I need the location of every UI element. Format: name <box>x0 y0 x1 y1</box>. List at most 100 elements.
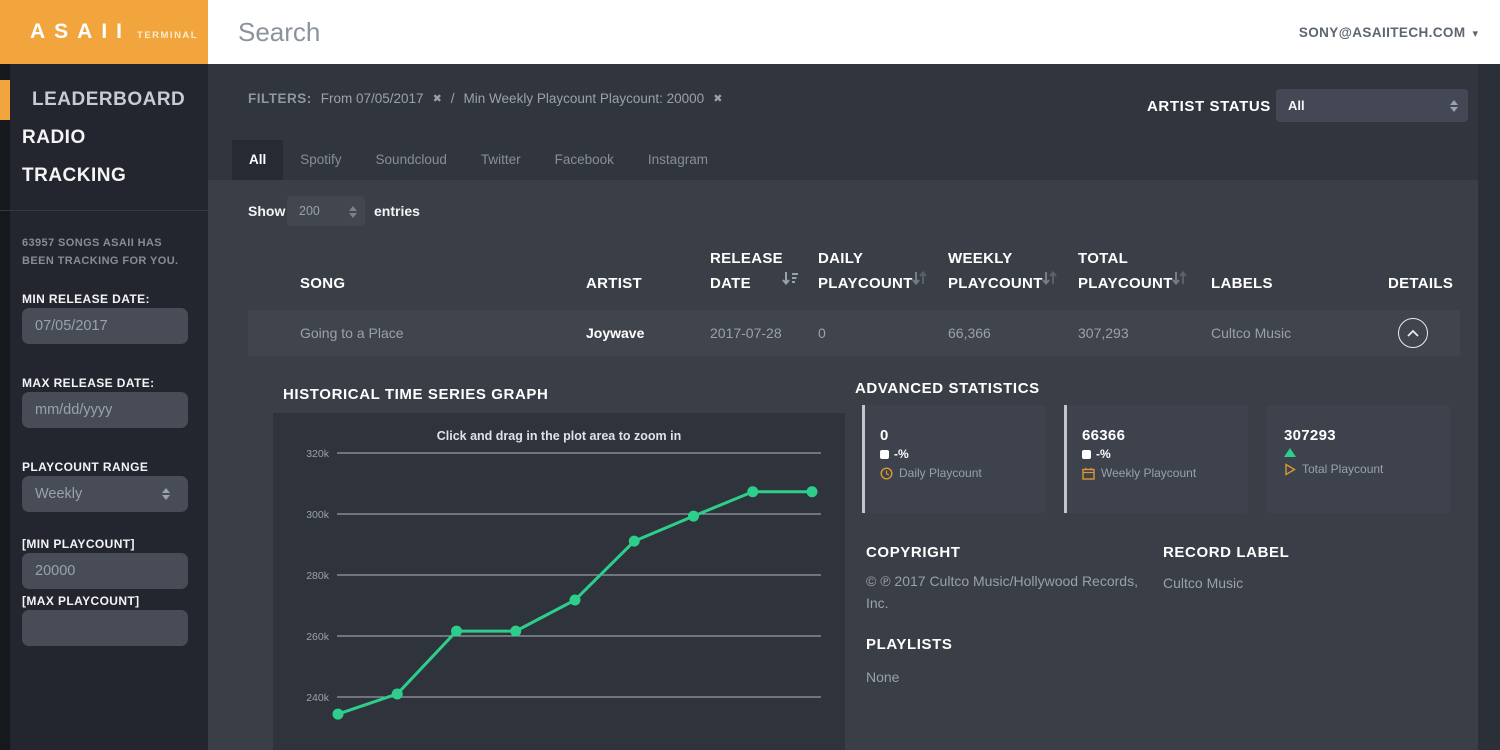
clock-icon <box>880 466 893 480</box>
entries-suffix-label: entries <box>374 203 420 219</box>
data-point[interactable] <box>628 535 640 547</box>
stat-value: 0 <box>880 427 889 444</box>
min-release-date-label: MIN RELEASE DATE: <box>22 292 150 306</box>
max-release-date-field[interactable] <box>22 392 188 428</box>
entries-per-page-value: 200 <box>299 204 320 218</box>
playcount-range-value: Weekly <box>35 486 83 502</box>
data-point[interactable] <box>688 510 699 522</box>
data-point[interactable] <box>569 594 581 606</box>
sort-desc-icon[interactable] <box>782 268 799 293</box>
main-content: FILTERS: From 07/05/2017 ✖ / Min Weekly … <box>208 64 1500 750</box>
top-band <box>208 64 1500 180</box>
timeseries-chart[interactable]: 320k 300k 280k 260k 240k <box>273 413 845 750</box>
sort-both-icon[interactable] <box>912 268 927 293</box>
chevron-up-icon <box>1407 329 1419 337</box>
card-accent-stripe <box>862 405 865 513</box>
column-header-release-date[interactable]: RELEASE DATE <box>710 246 818 298</box>
column-header-details: DETAILS <box>1388 275 1454 292</box>
sort-both-icon[interactable] <box>1172 268 1187 293</box>
filters-label: FILTERS: <box>248 91 312 106</box>
column-header-daily-playcount[interactable]: DAILY PLAYCOUNT <box>818 246 948 298</box>
sidebar-item-leaderboard[interactable]: LEADERBOARD <box>32 89 186 110</box>
artist-status-label: ARTIST STATUS <box>1147 98 1271 115</box>
tab-all[interactable]: All <box>232 140 284 180</box>
data-point[interactable] <box>806 486 818 498</box>
tab-twitter[interactable]: Twitter <box>480 152 521 167</box>
column-header-artist: ARTIST <box>586 275 642 292</box>
playcount-range-select[interactable]: Weekly <box>22 476 188 512</box>
stat-value: 66366 <box>1082 427 1126 444</box>
tab-spotify[interactable]: Spotify <box>300 152 342 167</box>
logo-text: ASAII <box>30 20 132 43</box>
account-menu[interactable]: SONY@ASAIITECH.COM ▾ <box>1299 0 1478 64</box>
cell-release-date: 2017-07-28 <box>710 325 782 341</box>
tab-instagram[interactable]: Instagram <box>647 152 708 167</box>
data-point[interactable] <box>391 688 403 700</box>
cell-labels: Cultco Music <box>1211 325 1292 341</box>
select-spinner-icon <box>349 206 357 218</box>
logo[interactable]: ASAII TERMINAL <box>0 0 208 64</box>
select-spinner-icon <box>1450 100 1458 112</box>
y-axis-tick-label: 240k <box>306 692 330 704</box>
copyright-heading: COPYRIGHT <box>866 544 961 561</box>
stat-change: -% <box>880 447 1030 461</box>
stat-label: Weekly Playcount <box>1082 466 1232 480</box>
stat-label: Total Playcount <box>1284 462 1434 476</box>
filter-chip-playcount: Min Weekly Playcount Playcount: 20000 <box>463 91 705 106</box>
play-icon <box>1285 462 1296 476</box>
data-point[interactable] <box>510 625 522 637</box>
max-playcount-field[interactable] <box>22 610 188 646</box>
artist-status-select[interactable]: All <box>1276 89 1468 122</box>
tab-soundcloud[interactable]: Soundcloud <box>375 152 447 167</box>
sort-both-icon[interactable] <box>1042 268 1057 293</box>
stat-card-weekly-playcount: 66366 -% Weekly Playcount <box>1064 405 1248 513</box>
platform-tabs: All Spotify Soundcloud Twitter Facebook … <box>232 140 725 180</box>
data-point[interactable] <box>451 625 462 637</box>
data-point[interactable] <box>332 708 344 720</box>
min-release-date-field[interactable] <box>22 308 188 344</box>
tab-facebook[interactable]: Facebook <box>554 152 614 167</box>
filter-chip-date: From 07/05/2017 <box>320 91 424 106</box>
account-email: SONY@ASAIITECH.COM <box>1298 24 1466 40</box>
stat-value: 307293 <box>1284 427 1336 444</box>
change-square-icon <box>880 449 889 459</box>
data-point[interactable] <box>747 486 759 498</box>
record-label-value: Cultco Music <box>1163 575 1244 591</box>
remove-filter-icon[interactable]: ✖ <box>713 93 723 105</box>
cell-weekly-playcount: 66,366 <box>948 325 991 341</box>
scrollbar-track[interactable] <box>1478 64 1500 750</box>
sidebar-divider <box>0 210 208 211</box>
chart-zoom-hint: Click and drag in the plot area to zoom … <box>436 429 682 443</box>
change-square-icon <box>1082 449 1091 459</box>
sidebar-item-radio[interactable]: RADIO <box>22 127 86 148</box>
column-header-total-playcount[interactable]: TOTAL PLAYCOUNT <box>1078 246 1211 298</box>
filter-separator: / <box>450 91 455 106</box>
y-axis-tick-label: 260k <box>306 631 330 643</box>
min-playcount-field[interactable] <box>22 553 188 589</box>
top-bar: ASAII TERMINAL SONY@ASAIITECH.COM ▾ <box>0 0 1500 64</box>
entries-per-page-select[interactable]: 200 <box>287 196 365 226</box>
search-input[interactable] <box>238 0 858 64</box>
min-playcount-label: [MIN PLAYCOUNT] <box>22 537 135 551</box>
cell-song: Going to a Place <box>300 325 404 341</box>
table-header: SONG ARTIST RELEASE DATE DAILY PLAYCOUNT <box>248 244 1460 298</box>
active-nav-indicator <box>0 80 10 120</box>
chart-title: HISTORICAL TIME SERIES GRAPH <box>283 386 549 403</box>
remove-filter-icon[interactable]: ✖ <box>432 93 442 105</box>
table-row[interactable]: Going to a Place Joywave 2017-07-28 0 66… <box>248 310 1460 356</box>
collapse-details-button[interactable] <box>1398 318 1428 348</box>
logo-subtext: TERMINAL <box>137 29 199 41</box>
y-axis-tick-label: 320k <box>306 448 330 460</box>
y-axis-tick-label: 280k <box>306 570 330 582</box>
copyright-text: © ℗ 2017 Cultco Music/Hollywood Records,… <box>866 573 1138 611</box>
playlists-heading: PLAYLISTS <box>866 636 953 653</box>
y-axis-tick-label: 300k <box>306 509 330 521</box>
playcount-range-label: PLAYCOUNT RANGE <box>22 460 149 474</box>
column-header-weekly-playcount[interactable]: WEEKLY PLAYCOUNT <box>948 246 1078 298</box>
max-release-date-label: MAX RELEASE DATE: <box>22 376 155 390</box>
advanced-stats-title: ADVANCED STATISTICS <box>855 380 1040 397</box>
card-accent-stripe <box>1064 405 1067 513</box>
cell-daily-playcount: 0 <box>818 325 826 341</box>
sidebar-item-tracking[interactable]: TRACKING <box>22 165 127 186</box>
